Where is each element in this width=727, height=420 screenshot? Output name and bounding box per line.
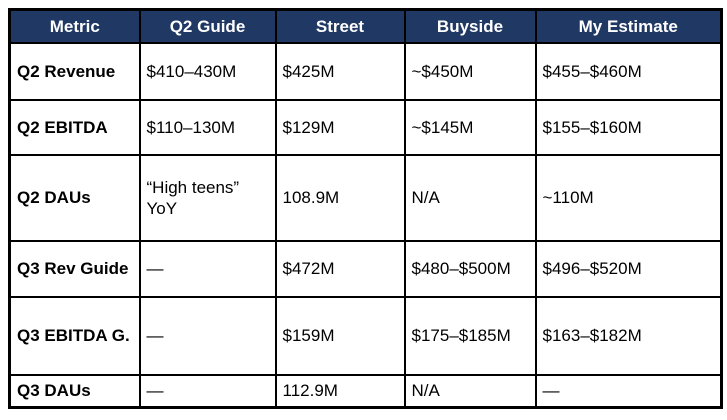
value-cell: — (138, 296, 277, 376)
table-row: Q3 EBITDA G. — $159M $175–$185M $163–$182M (8, 296, 723, 376)
value-cell: $110–130M (138, 99, 277, 156)
table-row: Q2 Revenue $410–430M $425M ~$450M $455–$460M (8, 42, 723, 101)
table-header: Metric Q2 Guide Street Buyside My Estimate (8, 8, 723, 44)
value-cell: 112.9M (274, 374, 406, 408)
estimates-table: Metric Q2 Guide Street Buyside My Estimate Q… (8, 8, 723, 409)
value-cell: “High teens” YoY (138, 154, 277, 242)
value-cell: $163–$182M (534, 296, 723, 376)
metric-cell: Q2 EBITDA (8, 99, 141, 156)
value-cell: — (138, 240, 277, 298)
table-row: Q2 EBITDA $110–130M $129M ~$145M $155–$160M (8, 99, 723, 156)
value-cell: $159M (274, 296, 406, 376)
value-cell: $175–$185M (403, 296, 537, 376)
value-cell: ~$450M (403, 42, 537, 101)
value-cell: $496–$520M (534, 240, 723, 298)
value-cell: ~110M (534, 154, 723, 242)
column-header-q2-guide: Q2 Guide (138, 8, 277, 44)
value-cell: $472M (274, 240, 406, 298)
value-cell: $480–$500M (403, 240, 537, 298)
table-row: Q3 Rev Guide — $472M $480–$500M $496–$520M (8, 240, 723, 298)
column-header-my-estimate: My Estimate (534, 8, 723, 44)
column-header-street: Street (274, 8, 406, 44)
value-cell: $455–$460M (534, 42, 723, 101)
value-cell: $129M (274, 99, 406, 156)
table-row: Q2 DAUs “High teens” YoY 108.9M N/A ~110M (8, 154, 723, 242)
value-cell: ~$145M (403, 99, 537, 156)
value-cell: 108.9M (274, 154, 406, 242)
value-cell: $155–$160M (534, 99, 723, 156)
column-header-metric: Metric (8, 8, 141, 44)
value-cell: $410–430M (138, 42, 277, 101)
metric-cell: Q3 Rev Guide (8, 240, 141, 298)
metric-cell: Q2 Revenue (8, 42, 141, 101)
metric-cell: Q3 DAUs (8, 374, 141, 408)
value-cell: — (138, 374, 277, 408)
header-row: Metric Q2 Guide Street Buyside My Estimate (8, 8, 723, 44)
value-cell: — (534, 374, 723, 408)
metric-cell: Q3 EBITDA G. (8, 296, 141, 376)
table-row: Q3 DAUs —112.9M N/A — (8, 374, 723, 408)
table-body: Q2 Revenue $410–430M $425M ~$450M $455–$460M… (8, 42, 723, 408)
metric-cell: Q2 DAUs (8, 154, 141, 242)
column-header-buyside: Buyside (403, 8, 537, 44)
value-cell: $425M (274, 42, 406, 101)
value-cell: N/A (403, 154, 537, 242)
value-cell: N/A (403, 374, 537, 408)
